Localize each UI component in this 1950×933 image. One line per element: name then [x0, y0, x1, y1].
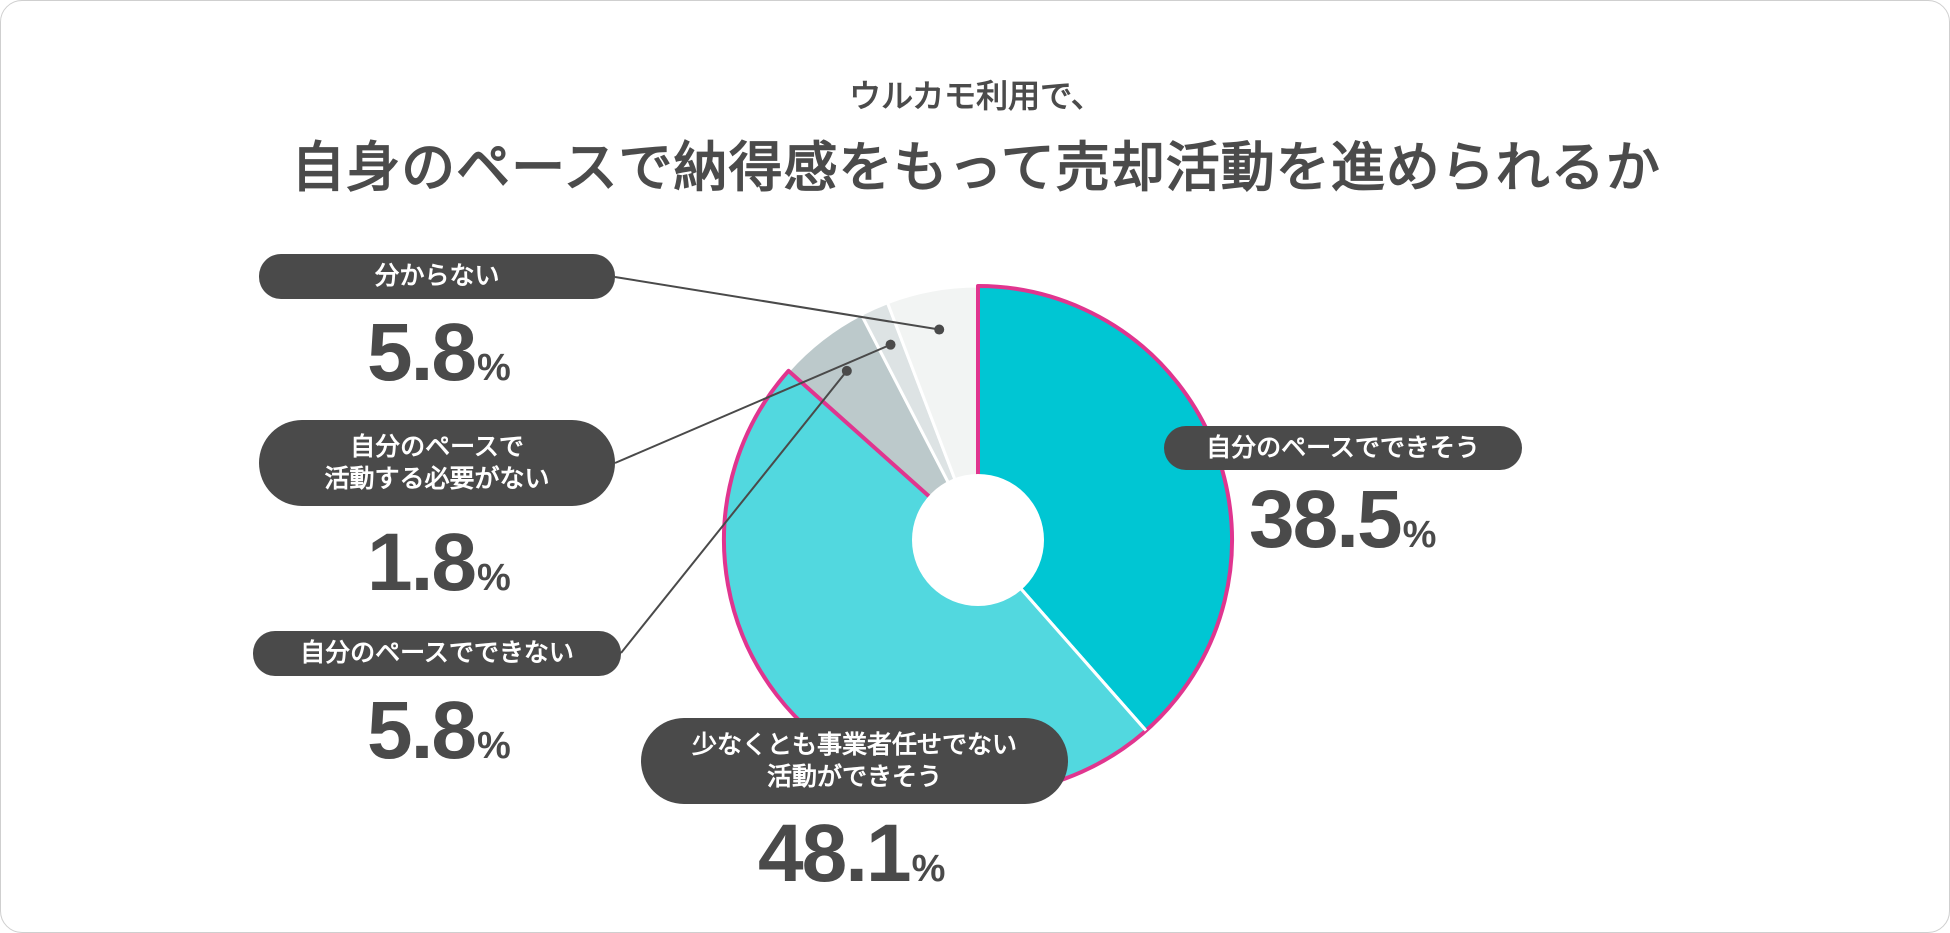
slice-label-no-need: 自分のペースで 活動する必要がない	[259, 420, 615, 506]
leader-line-self-pace-impossible	[620, 370, 848, 654]
percent-unit: %	[911, 848, 946, 890]
leader-dot-no-need	[885, 339, 896, 350]
donut-hole	[912, 474, 1044, 606]
chart-subtitle: ウルカモ利用で、	[849, 77, 1103, 115]
slice-label-self-pace-impossible: 自分のペースでできない	[253, 631, 621, 676]
slice-value-number: 48.1	[758, 808, 912, 899]
slice-value-number: 38.5	[1249, 474, 1403, 565]
slice-label-not-left-to-agent: 少なくとも事業者任せでない 活動ができそう	[641, 718, 1068, 804]
highlight-outline	[721, 284, 1234, 796]
slice-value-number: 1.8	[367, 517, 477, 608]
slice-label-unknown: 分からない	[259, 254, 615, 299]
percent-unit: %	[1402, 514, 1437, 556]
chart-title: 自身のペースで納得感をもって売却活動を進められるか	[291, 136, 1661, 199]
slice-value-no-need: 1.8%	[367, 516, 511, 610]
slice-value-not-left-to-agent: 48.1%	[758, 807, 945, 901]
percent-unit: %	[477, 557, 511, 599]
slice-value-self-pace-impossible: 5.8%	[367, 684, 511, 778]
slice-value-number: 5.8	[367, 307, 477, 398]
percent-unit: %	[477, 347, 511, 389]
percent-unit: %	[477, 725, 511, 767]
leader-line-no-need	[614, 343, 891, 464]
slice-label-self-pace-possible: 自分のペースでできそう	[1164, 426, 1522, 470]
leader-dot-self-pace-impossible	[841, 365, 852, 376]
slice-value-unknown: 5.8%	[367, 306, 511, 400]
slice-value-self-pace-possible: 38.5%	[1249, 473, 1436, 567]
leader-line-unknown	[614, 276, 940, 331]
slice-value-number: 5.8	[367, 685, 477, 776]
leader-dot-unknown	[934, 324, 945, 335]
